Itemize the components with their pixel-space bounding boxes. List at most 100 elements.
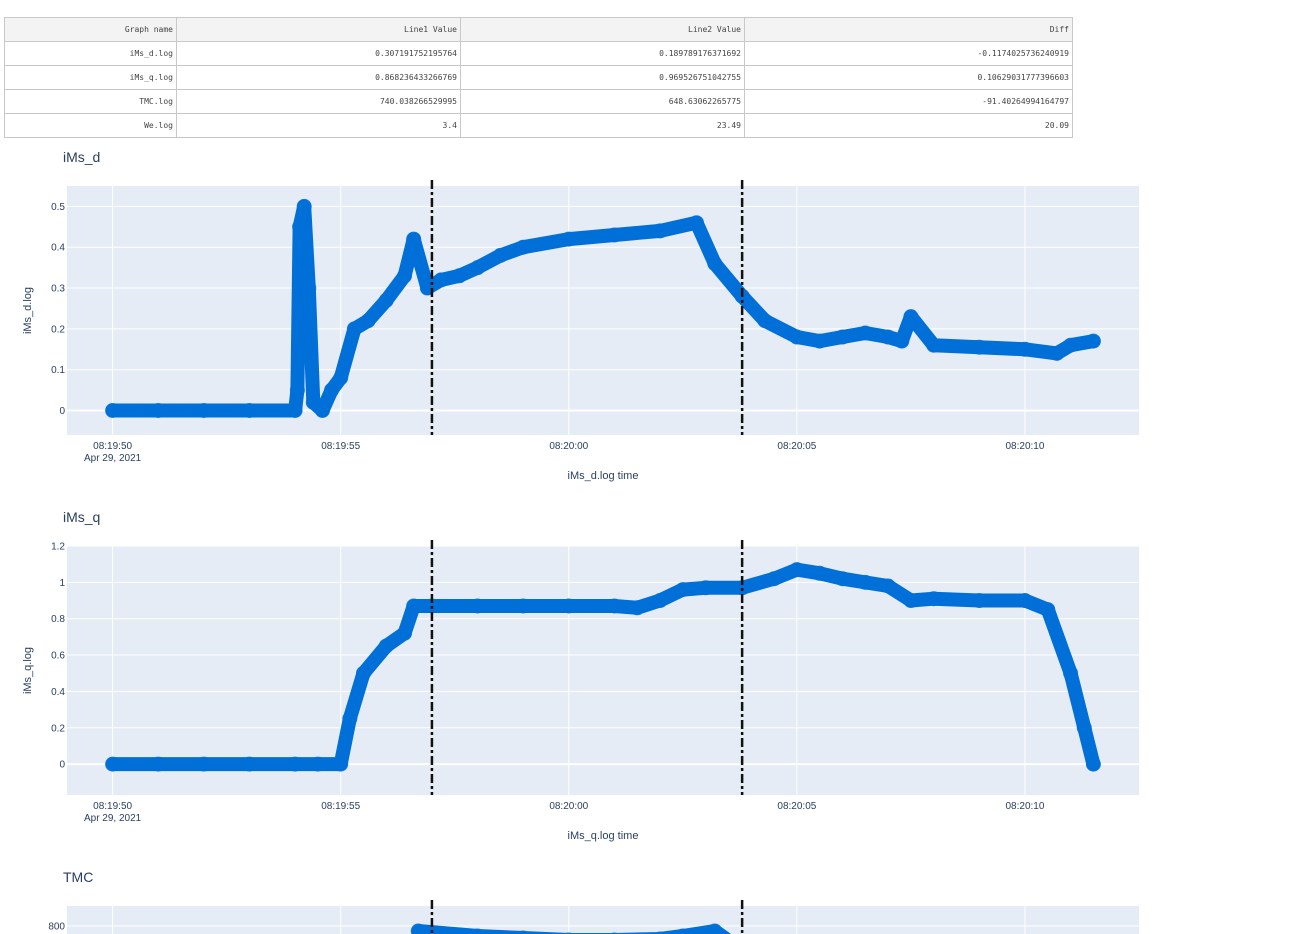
header-graph-name: Graph name (4, 17, 177, 42)
data-point (606, 598, 622, 614)
data-point (880, 329, 896, 345)
data-point (406, 598, 422, 614)
data-point (857, 574, 873, 590)
data-point (346, 321, 362, 337)
data-point (378, 292, 394, 308)
data-point (196, 756, 212, 772)
table-cell: 0.189789176371692 (460, 41, 745, 66)
header-line2-value: Line2 Value (460, 17, 745, 42)
data-point (926, 337, 942, 353)
table-cell: -91.40264994164797 (744, 89, 1073, 114)
chart-ims-d[interactable]: 0 0.1 0.2 0.3 0.4 0.5 08:19:50 08:19:55 08:20:00… (0, 180, 1160, 490)
data-point (397, 625, 413, 641)
header-line1-value: Line1 Value (176, 17, 461, 42)
chart-title: TMC (63, 869, 94, 885)
data-point (926, 591, 942, 607)
x-tick-label: 08:19:50 (93, 801, 132, 812)
data-point (324, 382, 340, 398)
table-cell: 0.307191752195764 (176, 41, 461, 66)
table-cell: 20.09 (744, 113, 1073, 138)
data-point (894, 333, 910, 349)
x-tick-label: 08:20:00 (549, 801, 588, 812)
data-point (378, 638, 394, 654)
data-point (880, 578, 896, 594)
y-tick-label: 0.4 (51, 687, 65, 698)
data-point (342, 711, 358, 727)
x-date-label: Apr 29, 2021 (84, 453, 142, 464)
data-point (314, 403, 330, 419)
data-point (1017, 341, 1033, 357)
y-tick-label: 0.3 (51, 284, 65, 295)
data-point (606, 227, 622, 243)
data-point (675, 582, 691, 598)
table-cell: -0.1174025736240919 (744, 41, 1073, 66)
data-point (492, 247, 508, 263)
data-point (296, 198, 312, 214)
data-point (470, 260, 486, 276)
y-tick-label: 0 (59, 406, 65, 417)
data-point (689, 215, 705, 231)
y-tick-label: 1 (59, 578, 65, 589)
data-point (698, 580, 714, 596)
table-cell: TMC.log (4, 89, 177, 114)
data-point (1040, 602, 1056, 618)
chart-tmc[interactable]: 800 (0, 900, 1160, 934)
x-tick-label: 08:20:10 (1005, 801, 1044, 812)
x-axis-title: iMs_q.log time (568, 830, 639, 842)
table-row: TMC.log 740.038266529995 648.63062265775… (4, 89, 1073, 114)
data-point (903, 309, 919, 325)
data-point (241, 756, 257, 772)
x-date-label: Apr 29, 2021 (84, 813, 142, 824)
data-point (150, 403, 166, 419)
table-cell: We.log (4, 113, 177, 138)
data-point (812, 333, 828, 349)
plot-background (67, 186, 1139, 435)
x-tick-label: 08:20:05 (777, 441, 816, 452)
table-cell: iMs_d.log (4, 41, 177, 66)
data-point (971, 593, 987, 609)
table-cell: 0.868236433266769 (176, 65, 461, 90)
data-point (1049, 345, 1065, 361)
data-point (397, 268, 413, 284)
data-trace (411, 924, 732, 934)
table-cell: iMs_q.log (4, 65, 177, 90)
data-point (766, 571, 782, 587)
data-point (105, 756, 121, 772)
data-point (424, 598, 440, 614)
data-point (1085, 333, 1101, 349)
data-point (433, 272, 449, 288)
table-cell: 3.4 (176, 113, 461, 138)
table-cell: 0.10629031777396603 (744, 65, 1073, 90)
x-tick-label: 08:20:05 (777, 801, 816, 812)
data-point (515, 598, 531, 614)
y-tick-label: 0.6 (51, 651, 65, 662)
data-point (834, 571, 850, 587)
table-cell: 23.49 (460, 113, 745, 138)
y-axis-title: iMs_d.log (22, 287, 34, 334)
data-point (834, 329, 850, 345)
y-tick-label: 0.4 (51, 243, 65, 254)
y-tick-label: 800 (48, 922, 65, 933)
table-cell: 740.038266529995 (176, 89, 461, 114)
data-point (515, 239, 531, 255)
header-diff: Diff (744, 17, 1073, 42)
data-point (812, 565, 828, 581)
data-point (406, 231, 422, 247)
data-point (333, 756, 349, 772)
data-point (629, 600, 645, 616)
data-point (1017, 593, 1033, 609)
y-tick-label: 0.8 (51, 614, 65, 625)
data-point (654, 931, 666, 934)
data-point (857, 325, 873, 341)
data-point (451, 268, 467, 284)
x-tick-label: 08:19:55 (321, 441, 360, 452)
table-header-row: Graph name Line1 Value Line2 Value Diff (4, 17, 1073, 42)
data-point (470, 598, 486, 614)
chart-ims-q[interactable]: 0 0.2 0.4 0.6 0.8 1 1.2 08:19:50 08:19:55 08:20:0… (0, 540, 1160, 850)
table-cell: 648.63062265775 (460, 89, 745, 114)
data-point (1063, 337, 1079, 353)
x-tick-label: 08:19:50 (93, 441, 132, 452)
data-point (971, 339, 987, 355)
plot-background (67, 906, 1139, 934)
data-point (292, 219, 308, 235)
